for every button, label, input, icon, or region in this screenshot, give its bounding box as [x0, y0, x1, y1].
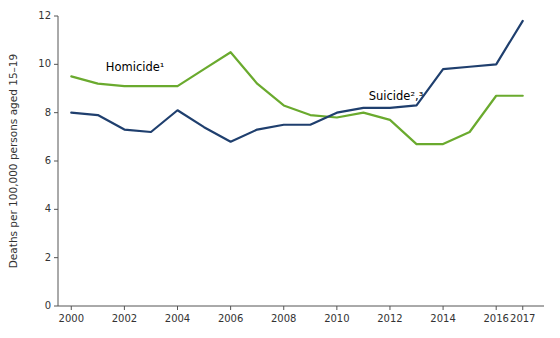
x-tick	[230, 306, 231, 310]
y-tick	[54, 209, 58, 210]
x-tick	[283, 306, 284, 310]
chart-container: 0 2 4 6 8 10 12 2000 2002 2004 2006 2008 2010 2012 201…	[0, 0, 560, 338]
y-tick-label: 0	[45, 300, 51, 311]
y-tick-label: 8	[45, 107, 51, 118]
y-tick-label: 4	[45, 203, 51, 214]
y-tick-label: 2	[45, 252, 51, 263]
x-tick-label: 2002	[112, 313, 137, 324]
y-tick	[54, 16, 58, 17]
series-group	[71, 21, 522, 144]
y-tick	[54, 112, 58, 113]
chart-svg: 0 2 4 6 8 10 12 2000 2002 2004 2006 2008 2010 2012 201…	[0, 0, 560, 338]
axes: 0 2 4 6 8 10 12 2000 2002 2004 2006 2008 2010 2012 201…	[38, 10, 544, 324]
y-tick-label: 6	[45, 155, 51, 166]
series-line	[71, 21, 522, 142]
y-tick-label: 12	[38, 10, 51, 21]
x-tick-label: 2008	[271, 313, 296, 324]
y-tick-label: 10	[38, 58, 51, 69]
x-tick	[496, 306, 497, 310]
x-tick-label: 2017	[510, 313, 535, 324]
x-tick-label: 2000	[59, 313, 84, 324]
x-tick	[71, 306, 72, 310]
x-tick	[336, 306, 337, 310]
y-tick	[54, 306, 58, 307]
annotation: Homicide¹	[106, 60, 165, 74]
x-tick-label: 2012	[377, 313, 402, 324]
x-tick-label: 2014	[430, 313, 455, 324]
annotation: Suicide²,³	[369, 89, 424, 103]
x-tick	[124, 306, 125, 310]
x-tick	[443, 306, 444, 310]
x-tick-label: 2004	[165, 313, 190, 324]
x-axis-line	[58, 306, 544, 307]
x-tick-label: 2010	[324, 313, 349, 324]
x-tick	[522, 306, 523, 310]
x-tick-label: 2016	[483, 313, 508, 324]
x-tick	[177, 306, 178, 310]
y-axis-label: Deaths per 100,000 persons aged 15–19	[7, 54, 19, 268]
y-tick	[54, 64, 58, 65]
x-tick-label: 2006	[218, 313, 243, 324]
x-tick	[389, 306, 390, 310]
y-tick	[54, 257, 58, 258]
y-tick	[54, 161, 58, 162]
